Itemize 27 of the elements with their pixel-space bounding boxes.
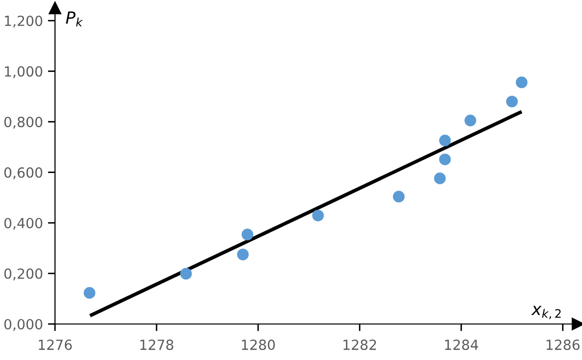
x-tick-label: 1278 — [140, 340, 174, 350]
point — [439, 154, 451, 166]
y-tick-label: 0,200 — [4, 268, 42, 280]
y-tick-label: 0,800 — [4, 116, 42, 129]
y-tick-label: 0,600 — [4, 167, 42, 180]
point — [392, 190, 405, 202]
x-tick-label: 1284 — [445, 340, 478, 350]
point — [180, 268, 192, 280]
y-tick-label: 1,200 — [4, 16, 42, 28]
y-tick-label: 0,000 — [4, 318, 42, 331]
point — [439, 134, 451, 146]
point — [516, 76, 528, 88]
x-tick-label: 1286 — [546, 340, 580, 350]
point — [506, 96, 518, 108]
point — [464, 114, 476, 126]
x-tick-label: 1276 — [38, 340, 72, 350]
y-tick-label: 0,400 — [4, 218, 42, 230]
x-axis-title: x$_{k,2}$ — [531, 306, 561, 320]
x-tick-label: 1280 — [242, 340, 275, 350]
point — [242, 228, 254, 240]
x-tick-label: 1282 — [344, 340, 376, 350]
point — [434, 172, 446, 184]
y-axis-title: P$_{k}$ — [66, 11, 83, 26]
point — [312, 210, 324, 222]
y-tick-label: 1,000 — [4, 66, 42, 78]
point — [84, 287, 96, 299]
point — [237, 248, 249, 260]
